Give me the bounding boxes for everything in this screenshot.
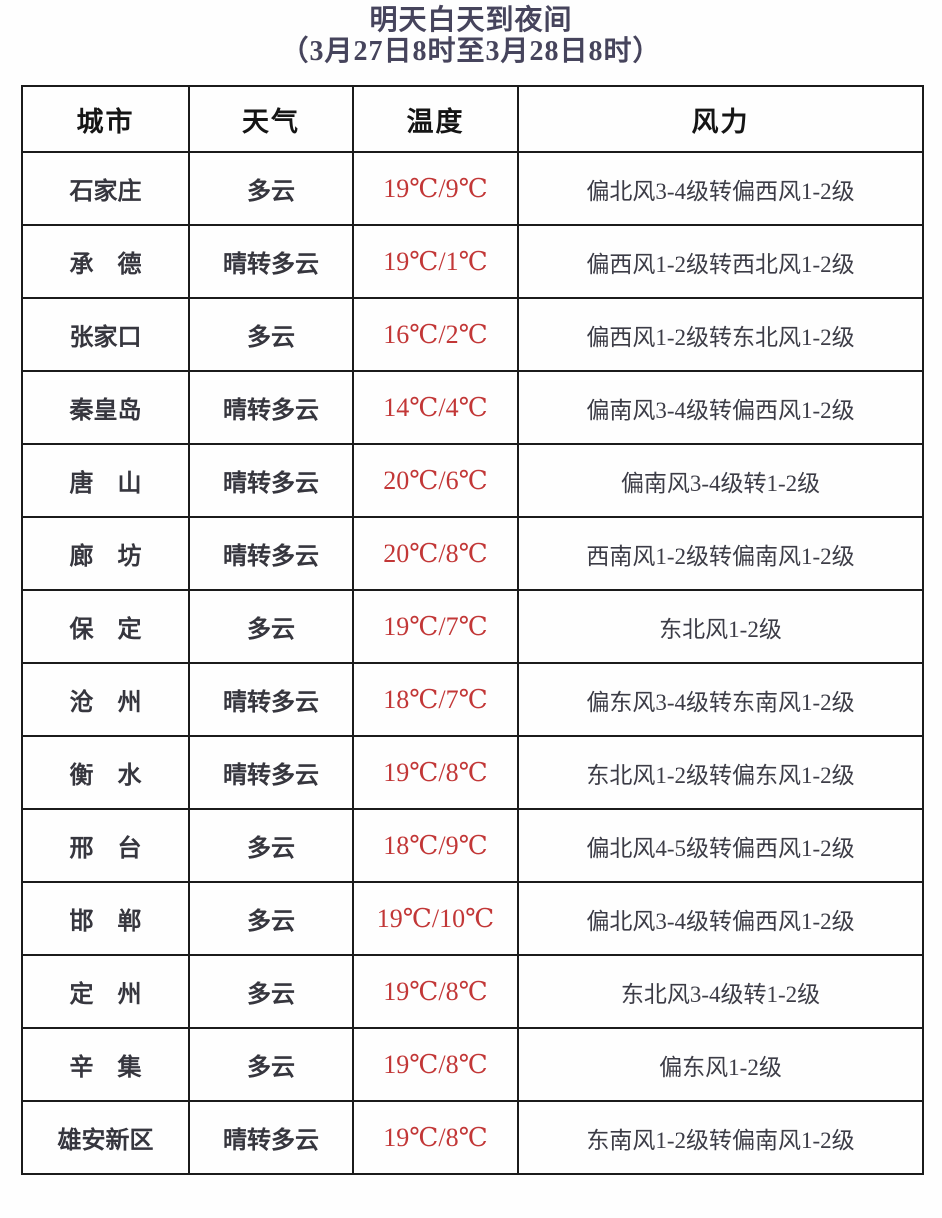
table-row: 保 定 多云 19℃/7℃ 东北风1-2级 xyxy=(21,589,924,664)
title-line-2: （3月27日8时至3月28日8时） xyxy=(280,35,662,67)
table-header-row: 城市 天气 温度 风力 xyxy=(21,85,924,153)
weather-cell: 多云 xyxy=(188,881,354,956)
weather-cell: 晴转多云 xyxy=(188,516,354,591)
city-cell: 保 定 xyxy=(21,589,190,664)
city-cell: 张家口 xyxy=(21,297,190,372)
city-cell: 邯 郸 xyxy=(21,881,190,956)
table-row: 邢 台 多云 18℃/9℃ 偏北风4-5级转偏西风1-2级 xyxy=(21,808,924,883)
header-weather: 天气 xyxy=(188,85,354,153)
temperature-cell: 19℃/9℃ xyxy=(352,151,519,226)
temperature-cell: 19℃/8℃ xyxy=(352,735,519,810)
wind-cell: 西南风1-2级转偏南风1-2级 xyxy=(517,516,924,591)
temperature-cell: 16℃/2℃ xyxy=(352,297,519,372)
table-row: 承 德 晴转多云 19℃/1℃ 偏西风1-2级转西北风1-2级 xyxy=(21,224,924,299)
forecast-table: 城市 天气 温度 风力 石家庄 多云 19℃/9℃ 偏北风3-4级转偏西风1-2… xyxy=(21,85,924,1175)
weather-cell: 多云 xyxy=(188,1027,354,1102)
table-row: 沧 州 晴转多云 18℃/7℃ 偏东风3-4级转东南风1-2级 xyxy=(21,662,924,737)
city-cell: 石家庄 xyxy=(21,151,190,226)
city-cell: 辛 集 xyxy=(21,1027,190,1102)
wind-cell: 东北风1-2级 xyxy=(517,589,924,664)
city-cell: 雄安新区 xyxy=(21,1100,190,1175)
temperature-cell: 14℃/4℃ xyxy=(352,370,519,445)
table-row: 衡 水 晴转多云 19℃/8℃ 东北风1-2级转偏东风1-2级 xyxy=(21,735,924,810)
table-row: 辛 集 多云 19℃/8℃ 偏东风1-2级 xyxy=(21,1027,924,1102)
title-line-1: 明天白天到夜间 xyxy=(369,5,573,36)
page-title: 明天白天到夜间 （3月27日8时至3月28日8时） xyxy=(0,5,942,68)
wind-cell: 偏北风3-4级转偏西风1-2级 xyxy=(517,881,924,956)
table-row: 秦皇岛 晴转多云 14℃/4℃ 偏南风3-4级转偏西风1-2级 xyxy=(21,370,924,445)
weather-cell: 多云 xyxy=(188,954,354,1029)
temperature-cell: 19℃/7℃ xyxy=(352,589,519,664)
temperature-cell: 19℃/8℃ xyxy=(352,954,519,1029)
wind-cell: 偏南风3-4级转1-2级 xyxy=(517,443,924,518)
table-row: 廊 坊 晴转多云 20℃/8℃ 西南风1-2级转偏南风1-2级 xyxy=(21,516,924,591)
header-temperature: 温度 xyxy=(352,85,519,153)
city-cell: 廊 坊 xyxy=(21,516,190,591)
temperature-cell: 20℃/8℃ xyxy=(352,516,519,591)
wind-cell: 东北风3-4级转1-2级 xyxy=(517,954,924,1029)
table-row: 定 州 多云 19℃/8℃ 东北风3-4级转1-2级 xyxy=(21,954,924,1029)
table-row: 唐 山 晴转多云 20℃/6℃ 偏南风3-4级转1-2级 xyxy=(21,443,924,518)
city-cell: 承 德 xyxy=(21,224,190,299)
weather-cell: 晴转多云 xyxy=(188,370,354,445)
wind-cell: 偏东风1-2级 xyxy=(517,1027,924,1102)
header-wind: 风力 xyxy=(517,85,924,153)
weather-cell: 晴转多云 xyxy=(188,1100,354,1175)
wind-cell: 偏西风1-2级转西北风1-2级 xyxy=(517,224,924,299)
temperature-cell: 19℃/1℃ xyxy=(352,224,519,299)
table-row: 石家庄 多云 19℃/9℃ 偏北风3-4级转偏西风1-2级 xyxy=(21,151,924,226)
table-row: 邯 郸 多云 19℃/10℃ 偏北风3-4级转偏西风1-2级 xyxy=(21,881,924,956)
temperature-cell: 20℃/6℃ xyxy=(352,443,519,518)
weather-cell: 多云 xyxy=(188,297,354,372)
wind-cell: 东北风1-2级转偏东风1-2级 xyxy=(517,735,924,810)
city-cell: 衡 水 xyxy=(21,735,190,810)
temperature-cell: 19℃/8℃ xyxy=(352,1100,519,1175)
city-cell: 秦皇岛 xyxy=(21,370,190,445)
table-row: 雄安新区 晴转多云 19℃/8℃ 东南风1-2级转偏南风1-2级 xyxy=(21,1100,924,1175)
weather-cell: 晴转多云 xyxy=(188,224,354,299)
weather-cell: 多云 xyxy=(188,151,354,226)
weather-cell: 晴转多云 xyxy=(188,662,354,737)
wind-cell: 东南风1-2级转偏南风1-2级 xyxy=(517,1100,924,1175)
header-city: 城市 xyxy=(21,85,190,153)
weather-cell: 晴转多云 xyxy=(188,443,354,518)
weather-cell: 多云 xyxy=(188,589,354,664)
city-cell: 唐 山 xyxy=(21,443,190,518)
temperature-cell: 18℃/9℃ xyxy=(352,808,519,883)
temperature-cell: 19℃/8℃ xyxy=(352,1027,519,1102)
wind-cell: 偏东风3-4级转东南风1-2级 xyxy=(517,662,924,737)
city-cell: 定 州 xyxy=(21,954,190,1029)
temperature-cell: 19℃/10℃ xyxy=(352,881,519,956)
weather-cell: 晴转多云 xyxy=(188,735,354,810)
city-cell: 邢 台 xyxy=(21,808,190,883)
wind-cell: 偏北风4-5级转偏西风1-2级 xyxy=(517,808,924,883)
wind-cell: 偏南风3-4级转偏西风1-2级 xyxy=(517,370,924,445)
wind-cell: 偏北风3-4级转偏西风1-2级 xyxy=(517,151,924,226)
table-row: 张家口 多云 16℃/2℃ 偏西风1-2级转东北风1-2级 xyxy=(21,297,924,372)
weather-cell: 多云 xyxy=(188,808,354,883)
wind-cell: 偏西风1-2级转东北风1-2级 xyxy=(517,297,924,372)
city-cell: 沧 州 xyxy=(21,662,190,737)
table-body: 石家庄 多云 19℃/9℃ 偏北风3-4级转偏西风1-2级 承 德 晴转多云 1… xyxy=(21,151,924,1175)
temperature-cell: 18℃/7℃ xyxy=(352,662,519,737)
